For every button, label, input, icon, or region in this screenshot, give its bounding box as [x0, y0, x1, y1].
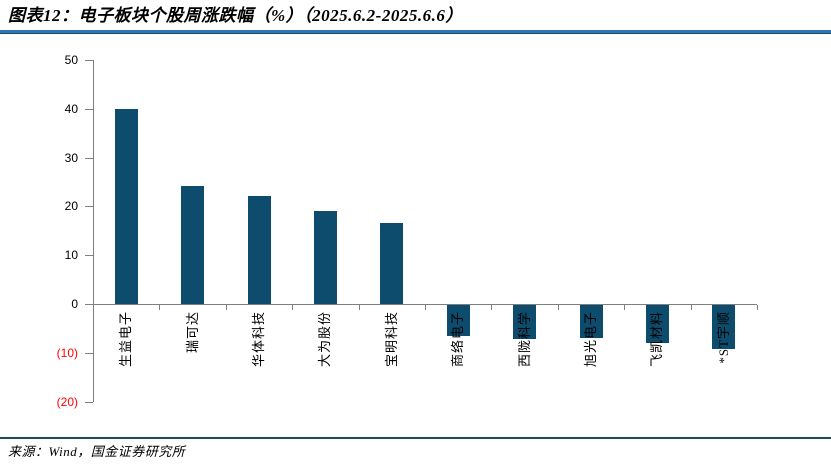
chart-bar — [645, 305, 669, 343]
x-tick — [624, 305, 626, 310]
x-category-label: 旭光电子 — [583, 311, 598, 368]
bar-chart: 50 40 30 20 10 0 (10) (20) 生益电子 瑞可达 华体科技 大为股份 宝明科技 商络… — [0, 34, 831, 434]
x-tick — [425, 305, 426, 310]
title-rule-blue-line — [0, 30, 831, 33]
chart-bar — [712, 305, 736, 350]
x-tick — [757, 305, 758, 310]
y-tick — [85, 157, 93, 159]
y-tick — [85, 255, 93, 257]
chart-bar — [313, 211, 337, 304]
chart-bar — [247, 196, 271, 304]
y-tick-label: 10 — [64, 248, 78, 263]
y-tick-label: 50 — [64, 53, 78, 67]
y-tick — [85, 60, 93, 61]
chart-bar — [114, 109, 138, 304]
figure-title: 图表12：电子板块个股周涨跌幅（%）（2025.6.2-2025.6.6） — [8, 6, 463, 25]
chart-bar — [513, 305, 537, 340]
y-tick-label: 30 — [64, 150, 78, 165]
title-rule-dark-line — [0, 33, 831, 34]
x-tick — [557, 305, 559, 310]
x-category-label: 大为股份 — [317, 311, 333, 368]
y-tick — [85, 352, 93, 354]
y-tick-label: 0 — [71, 297, 78, 311]
y-tick-label: 20 — [64, 199, 78, 214]
x-tick — [491, 305, 493, 310]
y-tick — [85, 206, 93, 208]
chart-bar — [181, 185, 205, 304]
x-category-label: 华体科技 — [251, 311, 266, 368]
x-tick — [159, 305, 161, 310]
x-category-label: 宝明科技 — [383, 311, 399, 368]
y-tick — [85, 108, 93, 110]
title-rule — [0, 30, 831, 34]
x-category-label: 瑞可达 — [184, 311, 200, 354]
x-category-label: 生益电子 — [118, 311, 134, 368]
chart-bar — [446, 305, 470, 337]
chart-bar — [380, 223, 404, 304]
footer-rule — [0, 437, 831, 439]
x-axis-line — [93, 304, 757, 305]
y-tick-label: 40 — [64, 101, 78, 116]
chart-bar — [579, 305, 603, 338]
x-category-label: 商络电子 — [450, 311, 466, 368]
x-category-label: *ST宇顺 — [715, 311, 731, 364]
x-tick — [292, 305, 294, 310]
x-category-label: 飞凯材料 — [649, 311, 665, 368]
x-category-label: 西陇科学 — [516, 311, 532, 368]
y-tick-label: (10) — [56, 345, 78, 360]
y-tick — [85, 401, 93, 403]
x-tick — [93, 305, 94, 310]
x-tick — [690, 305, 692, 310]
y-axis-line — [93, 60, 94, 402]
y-tick-label: (20) — [56, 394, 78, 409]
x-tick — [358, 305, 360, 310]
source-note: 来源：Wind，国金证券研究所 — [8, 444, 186, 459]
y-tick — [85, 304, 93, 305]
x-tick — [225, 305, 227, 310]
